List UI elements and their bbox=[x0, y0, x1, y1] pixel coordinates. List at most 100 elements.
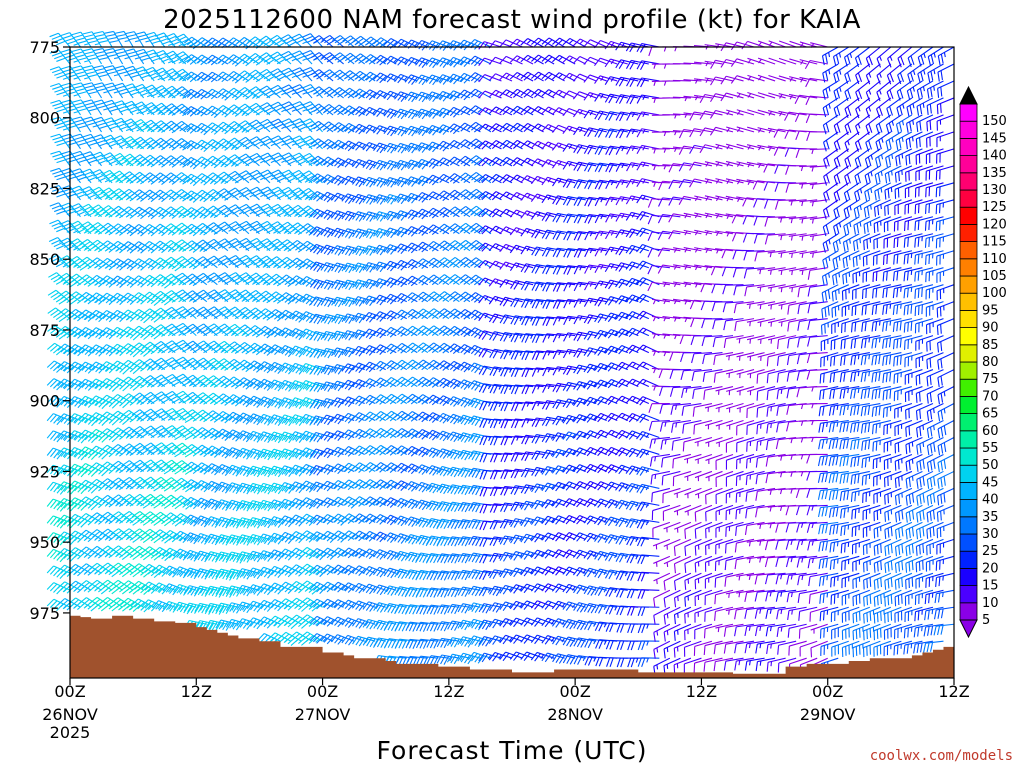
wind-barb bbox=[173, 103, 197, 117]
wind-barb bbox=[141, 324, 166, 340]
colorbar-label: 85 bbox=[982, 338, 999, 353]
wind-barb bbox=[110, 562, 134, 578]
wind-barb bbox=[122, 118, 145, 133]
x-tick-date: 27NOV bbox=[295, 705, 351, 724]
wind-barb bbox=[80, 186, 102, 201]
x-tick-label: 00Z bbox=[54, 682, 85, 701]
wind-barb bbox=[99, 511, 123, 525]
colorbar-label: 120 bbox=[982, 217, 1007, 232]
wind-barb bbox=[131, 292, 155, 305]
wind-barb bbox=[110, 494, 134, 507]
wind-barb bbox=[99, 461, 123, 474]
wind-barb bbox=[46, 532, 71, 546]
wind-barb bbox=[141, 308, 166, 323]
colorbar-label: 145 bbox=[982, 131, 1007, 146]
wind-barb bbox=[163, 373, 187, 387]
wind-barb bbox=[154, 32, 176, 48]
colorbar-under-arrow bbox=[959, 619, 978, 639]
colorbar-cell bbox=[959, 172, 978, 191]
x-tick-label: 00Z bbox=[307, 682, 338, 701]
wind-barb bbox=[132, 136, 155, 150]
wind-barb bbox=[111, 152, 134, 167]
wind-barb bbox=[50, 116, 71, 133]
wind-barb bbox=[99, 579, 123, 595]
wind-barb bbox=[67, 378, 92, 391]
wind-barb bbox=[142, 476, 166, 492]
credit-text: coolwx.com/models bbox=[870, 748, 1013, 764]
wind-barb bbox=[99, 528, 123, 542]
colorbar-label: 115 bbox=[982, 235, 1007, 250]
wind-barb bbox=[48, 272, 71, 286]
colorbar-label: 110 bbox=[982, 252, 1007, 267]
chart-title: 2025112600 NAM forecast wind profile (kt… bbox=[163, 5, 861, 35]
wind-barb bbox=[152, 476, 176, 492]
wind-barb bbox=[82, 48, 103, 65]
wind-barb bbox=[110, 477, 134, 491]
wind-barb bbox=[152, 257, 176, 270]
wind-barb bbox=[49, 66, 71, 82]
wind-barb bbox=[68, 580, 92, 594]
wind-barb bbox=[153, 408, 176, 421]
colorbar-cell bbox=[959, 275, 978, 294]
colorbar-cell bbox=[959, 189, 978, 208]
colorbar-label: 70 bbox=[982, 389, 999, 404]
wind-barb bbox=[71, 150, 92, 167]
wind-barb bbox=[60, 65, 81, 82]
wind-barb bbox=[67, 395, 92, 409]
colorbar-cell bbox=[959, 292, 978, 311]
wind-barb bbox=[78, 429, 102, 444]
wind-barb bbox=[174, 33, 197, 48]
wind-barb bbox=[46, 378, 71, 391]
wind-barb bbox=[81, 133, 103, 150]
wind-barb bbox=[162, 512, 187, 527]
wind-barb bbox=[174, 306, 197, 320]
wind-barb bbox=[67, 430, 92, 444]
wind-barb bbox=[60, 32, 81, 48]
y-tick-label: 975 bbox=[29, 604, 60, 623]
wind-barb bbox=[110, 460, 134, 474]
x-tick-date: 26NOV bbox=[42, 705, 98, 724]
wind-barb bbox=[163, 323, 187, 337]
wind-barb bbox=[152, 155, 176, 168]
wind-barb bbox=[279, 34, 302, 48]
wind-barb bbox=[135, 31, 155, 48]
wind-barb bbox=[99, 428, 123, 443]
x-axis-label: Forecast Time (UTC) bbox=[377, 736, 648, 765]
wind-barb bbox=[90, 169, 113, 184]
colorbar-cell bbox=[959, 241, 978, 260]
wind-barb bbox=[48, 237, 71, 252]
colorbar-label: 100 bbox=[982, 286, 1007, 301]
wind-barb bbox=[93, 30, 113, 48]
x-tick-label: 12Z bbox=[433, 682, 464, 701]
wind-barb bbox=[152, 206, 176, 220]
colorbar-label: 40 bbox=[982, 493, 999, 508]
wind-barb bbox=[153, 357, 176, 371]
wind-barb bbox=[163, 85, 187, 99]
x-tick-label: 12Z bbox=[181, 682, 212, 701]
wind-barb bbox=[100, 187, 123, 201]
colorbar-over-arrow bbox=[959, 85, 978, 105]
y-tick-label: 925 bbox=[29, 462, 60, 481]
wind-barb bbox=[46, 481, 71, 495]
wind-barb bbox=[131, 258, 155, 271]
colorbar-cell bbox=[959, 206, 978, 225]
wind-barbs bbox=[46, 30, 955, 676]
wind-barb bbox=[49, 49, 71, 65]
wind-barb bbox=[141, 291, 166, 306]
x-tick-year: 2025 bbox=[50, 723, 91, 742]
wind-barb bbox=[110, 528, 134, 541]
colorbar-cell bbox=[959, 378, 978, 397]
wind-barb bbox=[89, 545, 113, 559]
wind-barb bbox=[79, 221, 102, 235]
colorbar-cell bbox=[959, 258, 978, 277]
colorbar-label: 80 bbox=[982, 355, 999, 370]
wind-barb bbox=[321, 34, 344, 48]
wind-barb bbox=[153, 391, 176, 404]
wind-barb bbox=[134, 48, 155, 65]
wind-barb bbox=[110, 444, 134, 457]
wind-barb bbox=[90, 204, 113, 218]
wind-barb bbox=[46, 548, 71, 563]
colorbar-label: 135 bbox=[982, 166, 1007, 181]
